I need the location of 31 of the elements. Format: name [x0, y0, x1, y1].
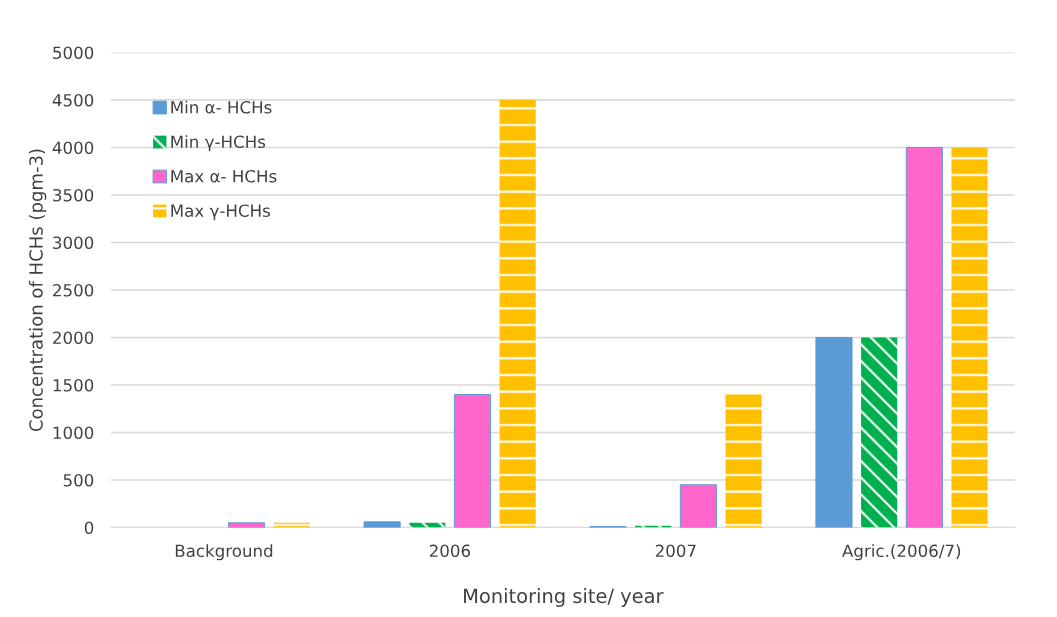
- bar: [679, 484, 717, 528]
- y-tick-label: 3000: [53, 236, 94, 250]
- bar: [815, 337, 853, 528]
- bar: [363, 521, 401, 528]
- legend-label: Max α- HCHs: [171, 169, 277, 183]
- x-tick-label: Agric.(2006/7): [842, 544, 961, 561]
- y-tick-label: 4500: [52, 93, 94, 107]
- bar: [227, 522, 266, 528]
- bar: [453, 394, 492, 528]
- y-tick-label: 500: [63, 473, 94, 487]
- x-tick-label: 2006: [429, 544, 471, 558]
- y-tick-label: 0: [84, 521, 94, 535]
- y-axis-title: Concentration of HCHs (pgm-3): [28, 149, 47, 432]
- legend-label: Min γ-HCHs: [171, 135, 266, 152]
- x-tick-label: 2007: [655, 544, 696, 558]
- bar: [861, 337, 898, 528]
- legend-label: Max γ-HCHs: [171, 204, 270, 221]
- legend-label: Min α- HCHs: [171, 100, 272, 114]
- x-tick-label: Background: [175, 544, 273, 561]
- y-tick-label: 1500: [53, 378, 94, 392]
- y-tick-label: 2000: [53, 331, 94, 345]
- y-tick-label: 1000: [53, 426, 94, 440]
- bar: [725, 394, 762, 528]
- y-tick-label: 4000: [52, 141, 94, 155]
- y-tick-label: 3500: [53, 188, 94, 202]
- bar: [499, 99, 536, 528]
- bar: [951, 147, 988, 528]
- y-tick-label: 2500: [53, 283, 94, 297]
- bar: [905, 146, 943, 528]
- x-axis-title: Monitoring site/ year: [464, 588, 664, 607]
- y-tick-label: 5000: [53, 46, 94, 60]
